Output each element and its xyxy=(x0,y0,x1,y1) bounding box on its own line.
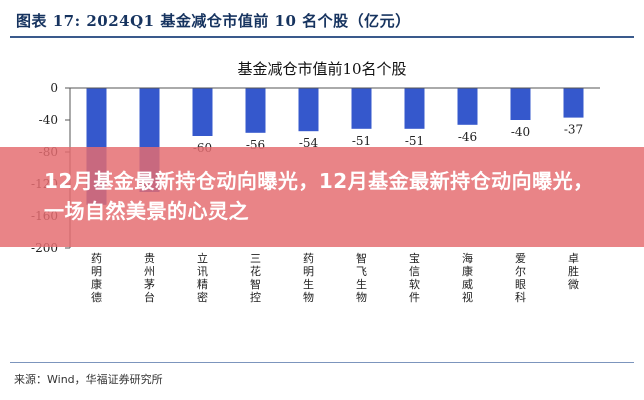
category-label: 花 xyxy=(250,265,261,278)
category-label: 微 xyxy=(568,277,579,291)
category-label: 州 xyxy=(144,265,155,278)
source-note: 来源：Wind，华福证券研究所 xyxy=(14,373,163,386)
category-label: 卓 xyxy=(568,252,579,265)
category-label: 三 xyxy=(250,252,261,265)
category-label: 明 xyxy=(303,265,314,278)
category-label: 件 xyxy=(409,291,420,304)
category-label: 控 xyxy=(250,290,261,304)
category-label: 尔 xyxy=(515,265,526,278)
category-label: 物 xyxy=(356,290,367,304)
category-label: 贵 xyxy=(144,252,155,265)
bar xyxy=(192,88,213,136)
data-label: -51 xyxy=(352,134,371,148)
category-label: 讯 xyxy=(197,265,208,278)
bar xyxy=(298,88,319,132)
category-label: 科 xyxy=(515,290,526,304)
bar xyxy=(510,88,531,120)
category-label: 茅 xyxy=(144,278,155,291)
category-label: 生 xyxy=(356,277,367,291)
headline-text: 12月基金最新持仓动向曝光，12月基金最新持仓动向曝光，一场自然美景的心灵之 xyxy=(44,169,594,223)
bar xyxy=(457,88,478,125)
category-label: 海 xyxy=(462,251,473,265)
category-label: 台 xyxy=(144,290,155,304)
data-label: -40 xyxy=(511,125,530,139)
bar xyxy=(404,88,425,129)
header-divider xyxy=(10,36,634,38)
category-label: 德 xyxy=(91,290,102,304)
category-label: 密 xyxy=(197,290,208,304)
footer-divider xyxy=(10,362,634,363)
category-label: 软 xyxy=(409,277,420,291)
data-label: -51 xyxy=(405,134,424,148)
category-label: 康 xyxy=(462,264,473,278)
category-label: 药 xyxy=(303,252,314,265)
category-label: 威 xyxy=(462,278,473,291)
data-label: -46 xyxy=(458,130,477,144)
category-label: 智 xyxy=(250,277,261,291)
category-label: 眼 xyxy=(515,278,526,291)
category-label: 信 xyxy=(409,265,420,278)
category-label: 胜 xyxy=(568,264,579,278)
category-label: 视 xyxy=(462,290,473,304)
category-label: 宝 xyxy=(409,251,420,265)
y-tick-label: -40 xyxy=(39,113,58,127)
category-label: 物 xyxy=(303,290,314,304)
category-label: 康 xyxy=(91,277,102,291)
bar xyxy=(563,88,584,118)
data-label: -54 xyxy=(299,136,319,150)
category-label: 明 xyxy=(91,265,102,278)
chart-title: 基金减仓市值前10名个股 xyxy=(237,60,407,78)
headline-overlay: 12月基金最新持仓动向曝光，12月基金最新持仓动向曝光，一场自然美景的心灵之 xyxy=(0,147,644,247)
bar xyxy=(245,88,266,133)
category-label: 立 xyxy=(197,251,208,265)
figure-header: 图表 17: 2024Q1 基金减仓市值前 10 名个股（亿元） xyxy=(16,12,411,30)
category-label: 生 xyxy=(303,277,314,291)
category-label: 飞 xyxy=(356,265,367,278)
bar xyxy=(351,88,372,129)
y-tick-label: 0 xyxy=(50,81,58,95)
category-label: 爱 xyxy=(515,252,526,265)
data-label: -37 xyxy=(564,123,583,137)
category-label: 药 xyxy=(91,252,102,265)
category-label: 精 xyxy=(197,278,208,291)
category-label: 智 xyxy=(356,251,367,265)
